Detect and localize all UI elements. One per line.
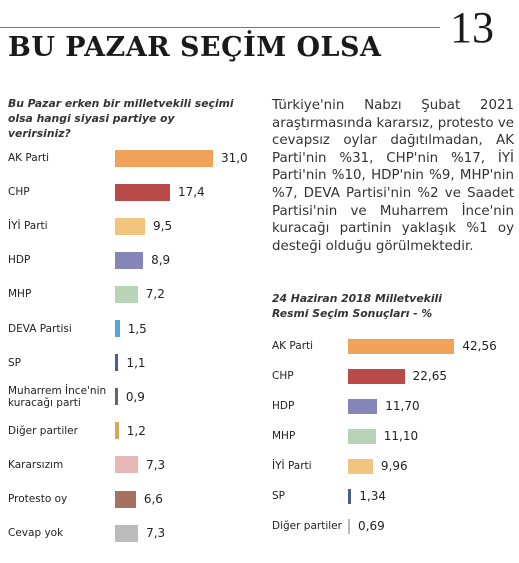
value-label: 11,10 — [383, 429, 419, 443]
value-label: 0,9 — [125, 389, 145, 404]
category-label: Protesto oy — [8, 493, 68, 505]
bar — [115, 456, 139, 474]
bar — [348, 338, 455, 354]
category-label: HDP — [8, 254, 31, 267]
value-label: 1,1 — [126, 355, 146, 370]
category-label: Muharrem İnce'nin kuracağı parti — [8, 384, 107, 409]
category-label: DEVA Partisi — [8, 322, 72, 335]
body-text: Türkiye'nin Nabzı Şubat 2021 araştırması… — [272, 98, 514, 254]
value-label: 8,9 — [151, 253, 171, 268]
category-label: HDP — [272, 400, 295, 412]
bar — [115, 149, 213, 167]
category-label: CHP — [272, 370, 294, 382]
value-label: 22,65 — [412, 369, 447, 383]
value-label: 17,4 — [177, 185, 205, 200]
value-label: 7,3 — [146, 526, 166, 541]
headline: BU PAZAR SEÇİM OLSA — [8, 32, 382, 63]
chart-title: Bu Pazar erken bir milletvekili seçimi o… — [8, 97, 234, 140]
category-label: İYİ Parti — [272, 460, 312, 472]
page-number: 13 — [450, 3, 494, 52]
value-label: 42,56 — [462, 339, 497, 353]
header-rule — [0, 27, 440, 28]
category-label: MHP — [8, 288, 32, 301]
bar — [348, 488, 352, 504]
value-label: 7,3 — [146, 457, 166, 472]
value-label: 9,5 — [153, 219, 173, 234]
category-label: SP — [8, 356, 21, 369]
value-label: 7,2 — [145, 287, 165, 302]
category-label: MHP — [272, 430, 296, 442]
value-label: 9,96 — [380, 459, 408, 473]
value-label: 1,5 — [127, 321, 147, 336]
bar — [115, 490, 136, 508]
bar — [348, 428, 376, 444]
value-label: 0,69 — [358, 519, 385, 533]
bar — [115, 217, 146, 235]
bar — [115, 524, 139, 542]
category-label: AK Parti — [8, 152, 50, 164]
value-label: 1,2 — [126, 423, 146, 438]
category-label: İYİ Parti — [8, 220, 48, 233]
value-label: 11,70 — [385, 399, 420, 413]
bar — [348, 518, 350, 534]
category-label: AK Parti — [272, 340, 314, 352]
bar — [115, 285, 138, 303]
category-label: Diğer partiler — [8, 424, 78, 437]
value-label: 31,0 — [220, 151, 248, 165]
bar — [348, 368, 405, 384]
bar — [348, 398, 378, 414]
category-label: SP — [272, 490, 285, 502]
category-label: Cevap yok — [8, 527, 64, 540]
category-label: Kararsızım — [8, 458, 64, 471]
bar — [348, 458, 373, 474]
bar — [115, 354, 119, 372]
bar — [115, 251, 144, 269]
bar — [115, 320, 120, 337]
category-label: Diğer partiler — [272, 520, 342, 532]
value-label: 6,6 — [143, 492, 163, 506]
chart-title: 24 Haziran 2018 Milletvekili Resmi Seçim… — [272, 292, 442, 320]
bar — [115, 388, 118, 406]
category-label: CHP — [8, 186, 30, 199]
bar — [115, 422, 119, 440]
bar — [115, 183, 170, 201]
value-label: 1,34 — [359, 489, 387, 503]
